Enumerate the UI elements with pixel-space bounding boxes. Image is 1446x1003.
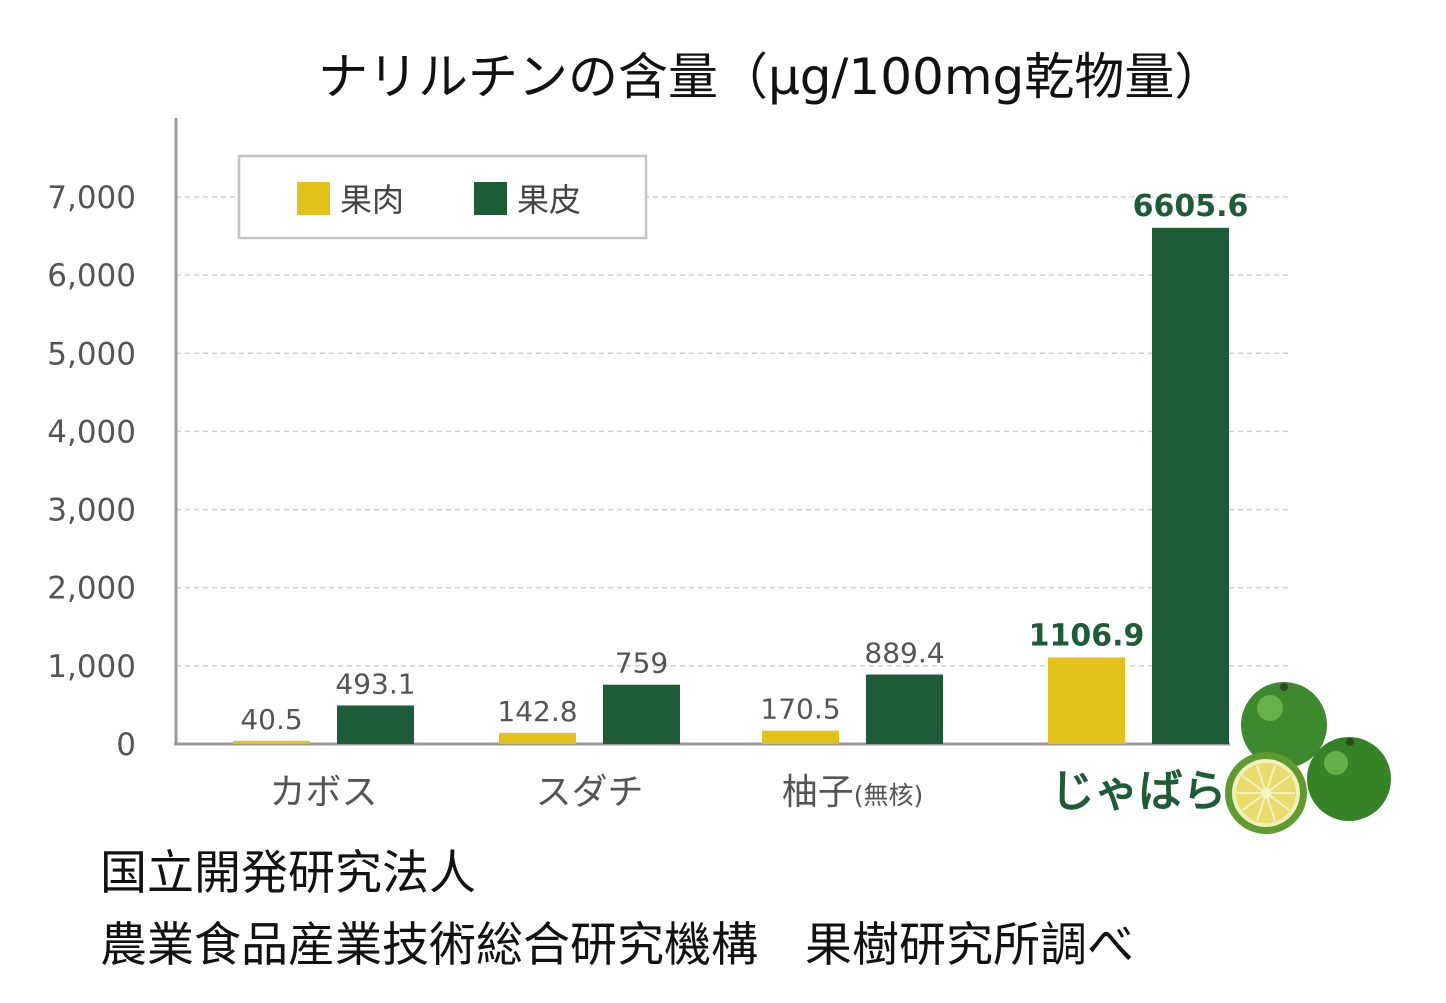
data-label: 759	[615, 647, 668, 680]
bar-pulp-3	[1048, 657, 1125, 744]
bars	[233, 227, 1229, 744]
chart-title: ナリルチンの含量（μg/100mg乾物量）	[318, 48, 1224, 106]
y-tick-label: 6,000	[47, 258, 136, 294]
fruit-cut-core	[1261, 788, 1271, 798]
category-label: じゃばら	[1051, 766, 1227, 817]
data-label: 142.8	[497, 695, 577, 728]
fruit-highlight	[1257, 695, 1283, 721]
source-line-2: 農業食品産業技術総合研究機構 果樹研究所調べ	[100, 918, 1134, 973]
grid-lines	[176, 196, 1290, 667]
data-label: 170.5	[760, 693, 840, 726]
bar-peel-1	[603, 684, 680, 744]
data-label: 493.1	[335, 667, 415, 700]
category-label: カボス	[269, 772, 377, 813]
legend: 果肉 果皮	[237, 154, 648, 240]
legend-swatch-peel	[474, 182, 507, 215]
y-axis-ticks: 0 1,000 2,000 3,000 4,000 5,000 6,000 7,000	[47, 180, 136, 763]
y-tick-label: 1,000	[47, 649, 136, 685]
data-label: 40.5	[240, 703, 302, 736]
legend-label-pulp: 果肉	[340, 181, 404, 219]
y-tick-label: 0	[116, 727, 136, 763]
legend-label-peel: 果皮	[517, 181, 581, 219]
y-tick-label: 2,000	[47, 571, 136, 607]
y-tick-label: 5,000	[47, 336, 136, 372]
jabara-citrus-illustration	[1225, 682, 1391, 834]
fruit-highlight	[1324, 751, 1348, 775]
bar-pulp-1	[499, 732, 576, 744]
data-label: 6605.6	[1133, 189, 1249, 224]
category-labels: カボス スダチ 柚子(無核) じゃばら	[269, 766, 1226, 817]
category-label: スダチ	[535, 772, 643, 813]
data-labels: 40.5 142.8 170.5 1106.9 493.1 759 889.4 6605.6	[240, 189, 1248, 736]
y-tick-label: 4,000	[47, 414, 136, 450]
bar-pulp-2	[762, 730, 839, 744]
fruit-stem	[1346, 738, 1354, 746]
category-label: 柚子(無核)	[782, 772, 924, 813]
data-label: 889.4	[864, 636, 944, 669]
bar-peel-2	[866, 674, 943, 744]
fruit-stem	[1280, 683, 1288, 691]
y-tick-label: 3,000	[47, 493, 136, 529]
fruit-whole-right	[1307, 737, 1391, 821]
bar-peel-0	[337, 705, 414, 744]
y-tick-label: 7,000	[47, 180, 136, 216]
data-label: 1106.9	[1029, 619, 1145, 654]
source-line-1: 国立開発研究法人	[100, 846, 476, 901]
legend-swatch-pulp	[297, 182, 330, 215]
bar-peel-3	[1152, 227, 1229, 744]
bar-pulp-0	[233, 740, 310, 744]
